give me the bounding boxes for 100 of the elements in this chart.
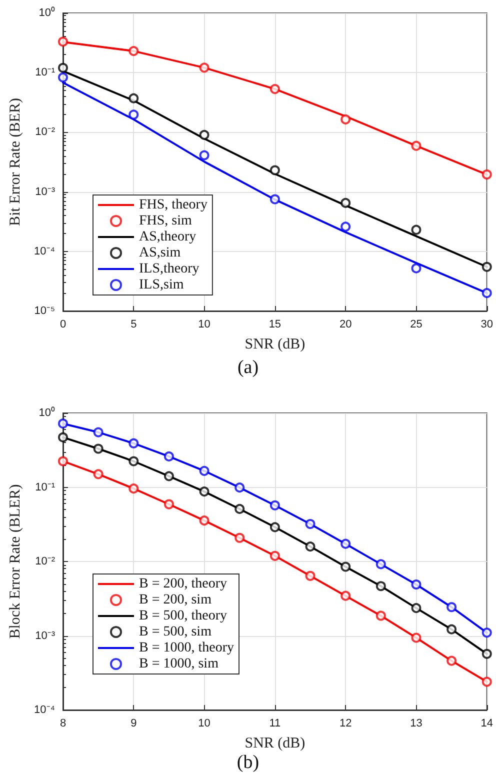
- point: [482, 262, 492, 272]
- point: [482, 170, 492, 180]
- legend-label: B = 1000, sim: [139, 656, 219, 672]
- point: [58, 418, 68, 429]
- point: [199, 486, 210, 497]
- point: [340, 538, 351, 549]
- x-tick-label: 15: [268, 318, 282, 330]
- x-tick-label: 14: [480, 718, 494, 730]
- x-tick-label: 25: [410, 318, 422, 330]
- point: [376, 581, 386, 592]
- legend-label: ILS,sim: [139, 278, 184, 292]
- y-tick-label: 10⁻³: [35, 630, 56, 642]
- x-tick-label: 10: [198, 718, 210, 730]
- point: [270, 550, 280, 561]
- point: [234, 504, 245, 514]
- x-tick-label: 13: [410, 718, 422, 730]
- x-tick-label: 0: [60, 318, 66, 330]
- y-tick-label: 10⁻²: [35, 556, 56, 568]
- point: [411, 263, 422, 274]
- point: [234, 532, 245, 543]
- text: (a): [237, 357, 259, 378]
- point: [482, 288, 492, 298]
- point: [58, 36, 68, 47]
- point: [340, 562, 351, 572]
- legend-label: FHS, sim: [139, 214, 192, 228]
- point: [199, 62, 210, 73]
- point: [270, 522, 280, 532]
- y-tick-label: 10⁰: [38, 6, 55, 19]
- point: [164, 499, 174, 510]
- point: [58, 432, 68, 442]
- point: [376, 559, 386, 570]
- point: [482, 648, 492, 659]
- text: (b): [236, 752, 260, 773]
- point: [164, 471, 174, 482]
- y-tick-label: 10⁻¹: [35, 66, 56, 79]
- legend-label: B = 500, sim: [139, 624, 212, 640]
- point: [128, 456, 139, 466]
- x-tick-label: 11: [269, 718, 281, 730]
- point: [411, 224, 422, 235]
- point: [199, 516, 210, 526]
- point: [128, 438, 139, 448]
- point: [270, 500, 280, 510]
- point: [482, 676, 492, 687]
- y-tick-label: 10⁻³: [35, 186, 56, 198]
- point: [58, 456, 68, 466]
- legend-label: B = 200, sim: [139, 592, 212, 608]
- point: [58, 72, 68, 82]
- x-axis-title: SNR (dB): [244, 336, 306, 352]
- point: [93, 469, 104, 480]
- point: [411, 603, 422, 614]
- x-tick-label: 12: [339, 718, 352, 730]
- y-axis-title: Block Error Rate (BLER): [8, 484, 24, 639]
- point: [234, 482, 245, 493]
- point: [270, 165, 280, 176]
- y-tick-label: 10⁻⁴: [34, 245, 56, 258]
- y-tick-label: 10⁻⁴: [34, 704, 56, 716]
- point: [482, 628, 492, 638]
- legend-label: FHS, theory: [139, 198, 208, 212]
- point: [305, 518, 316, 529]
- point: [128, 93, 139, 104]
- legend-label: B = 500, theory: [139, 608, 227, 624]
- point: [305, 542, 316, 552]
- point: [270, 194, 280, 204]
- y-tick-label: 10⁻²: [35, 126, 56, 138]
- point: [93, 444, 104, 454]
- point: [128, 484, 139, 494]
- point: [411, 580, 422, 590]
- legend-label: ILS,theory: [139, 262, 200, 276]
- y-tick-label: 10⁻⁵: [34, 305, 55, 317]
- point: [340, 198, 351, 208]
- x-axis-title: SNR (dB): [244, 736, 306, 752]
- point: [58, 62, 68, 73]
- x-tick-label: 10: [198, 318, 210, 330]
- point: [270, 84, 280, 94]
- point: [411, 140, 422, 151]
- point: [446, 602, 457, 612]
- point: [199, 130, 210, 140]
- point: [128, 46, 139, 56]
- point: [340, 222, 351, 232]
- point: [93, 427, 104, 438]
- point: [128, 110, 139, 120]
- point: [199, 466, 210, 476]
- point: [411, 632, 422, 643]
- y-tick-label: 10⁻¹: [35, 481, 56, 494]
- point: [305, 570, 316, 581]
- point: [446, 656, 457, 666]
- point: [340, 114, 351, 124]
- x-tick-label: 20: [339, 318, 352, 330]
- point: [446, 624, 457, 634]
- legend-label: B = 200, theory: [139, 576, 227, 592]
- point: [164, 451, 174, 462]
- point: [340, 590, 351, 601]
- y-axis-title: Bit Error Rate (BER): [8, 98, 24, 226]
- point: [376, 610, 386, 621]
- x-tick-label: 8: [60, 718, 66, 730]
- y-tick-label: 10⁰: [38, 406, 55, 419]
- point: [199, 150, 210, 160]
- legend-label: B = 1000, theory: [139, 640, 234, 656]
- legend-label: AS,theory: [139, 230, 196, 244]
- legend-label: AS,sim: [139, 246, 181, 260]
